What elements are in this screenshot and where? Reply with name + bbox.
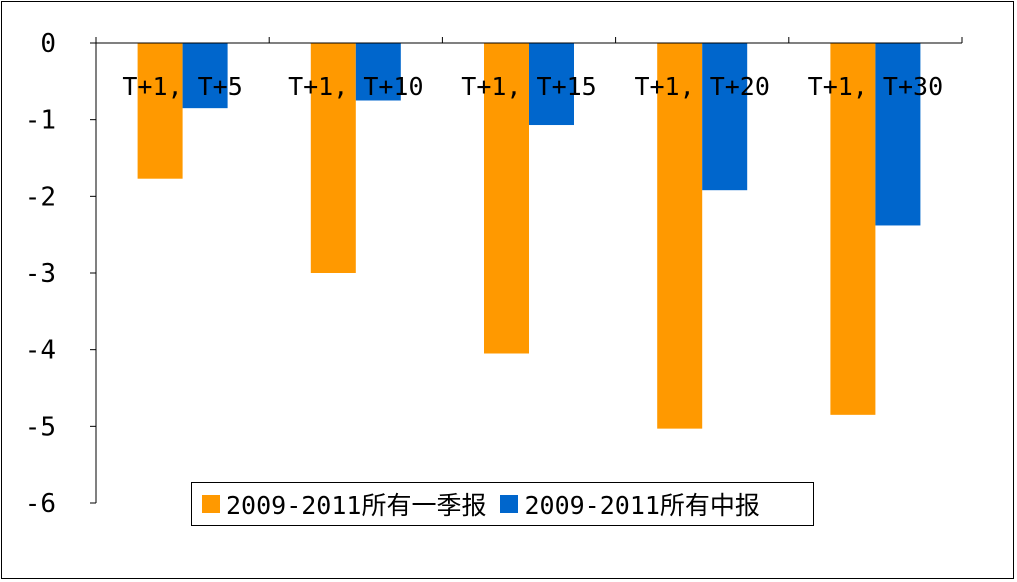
x-tick-label: T+1, T+5 (122, 72, 242, 101)
bar-2-5 (875, 43, 921, 226)
bar-2-1 (182, 43, 228, 109)
bars (137, 43, 921, 429)
x-tick-label: T+1, T+20 (634, 72, 769, 101)
legend-label-series-2: 2009-2011所有中报 (524, 491, 760, 520)
bar-1-2 (310, 43, 356, 273)
bar-2-2 (355, 43, 401, 101)
bar-1-5 (830, 43, 876, 415)
y-tick-label: -2 (25, 182, 56, 212)
legend: 2009-2011所有一季报 2009-2011所有中报 (191, 482, 814, 526)
bar-1-4 (657, 43, 703, 429)
y-axis-ticks: 0 -1 -2 -3 -4 -5 -6 (25, 29, 96, 519)
y-tick-label: -4 (25, 336, 56, 366)
legend-swatch-series-2 (500, 495, 519, 513)
axes (95, 37, 963, 503)
y-tick-label: -1 (25, 106, 56, 136)
legend-label-series-1: 2009-2011所有一季报 (226, 491, 487, 520)
legend-item-series-2: 2009-2011所有中报 (500, 486, 760, 522)
x-axis-labels: T+1, T+5 T+1, T+10 T+1, T+15 T+1, T+20 T+1, … (122, 72, 943, 101)
bar-2-3 (529, 43, 574, 126)
legend-item-series-1: 2009-2011所有一季报 (202, 486, 486, 522)
y-tick-label: -3 (25, 259, 56, 289)
x-tick-label: T+1, T+15 (461, 72, 596, 101)
x-tick-label: T+1, T+10 (288, 72, 423, 101)
bar-1-1 (137, 43, 183, 179)
bar-1-3 (484, 43, 529, 354)
y-tick-label: -6 (25, 489, 56, 519)
x-tick-label: T+1, T+30 (808, 72, 943, 101)
bar-2-4 (702, 43, 748, 191)
legend-swatch-series-1 (202, 495, 220, 513)
y-tick-label: -5 (25, 412, 56, 442)
y-tick-label: 0 (40, 29, 56, 59)
